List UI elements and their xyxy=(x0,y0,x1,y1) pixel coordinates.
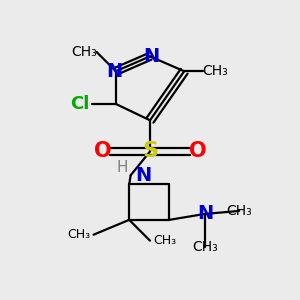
Text: CH₃: CH₃ xyxy=(192,240,218,254)
Text: N: N xyxy=(197,204,213,224)
Text: CH₃: CH₃ xyxy=(226,204,252,218)
Text: S: S xyxy=(142,142,158,161)
Text: O: O xyxy=(189,142,206,161)
Text: CH₃: CH₃ xyxy=(72,45,98,59)
Text: CH₃: CH₃ xyxy=(202,64,228,78)
Text: N: N xyxy=(106,62,122,81)
Text: CH₃: CH₃ xyxy=(68,228,91,241)
Text: O: O xyxy=(94,142,111,161)
Text: Cl: Cl xyxy=(70,95,90,113)
Text: N: N xyxy=(143,47,160,66)
Text: H: H xyxy=(116,160,128,175)
Text: N: N xyxy=(135,166,152,185)
Text: CH₃: CH₃ xyxy=(153,234,176,247)
